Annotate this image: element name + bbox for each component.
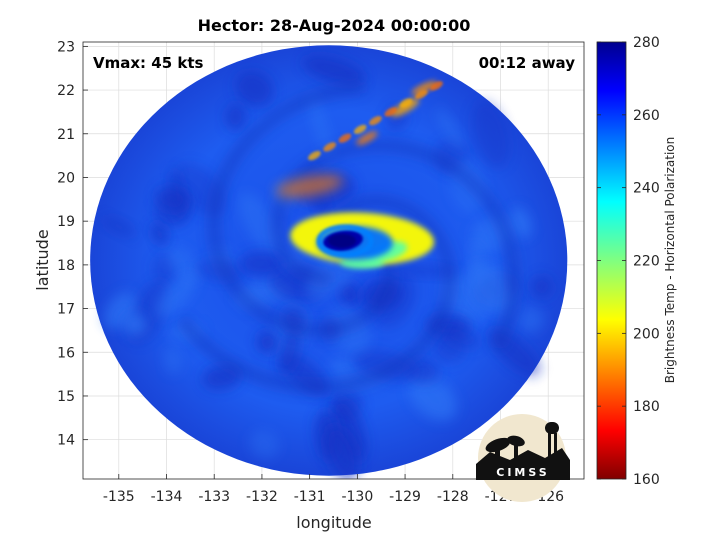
colorbar-tick-label: 260 [633, 108, 660, 124]
y-tick-label: 21 [57, 127, 75, 143]
swath-texture-blob [324, 425, 359, 479]
time-offset-annotation: 00:12 away [479, 54, 576, 72]
x-tick-label: -131 [294, 489, 326, 505]
swath-texture-blob [151, 222, 169, 246]
swath-texture-blob [163, 346, 183, 374]
vmax-annotation: Vmax: 45 kts [93, 54, 203, 72]
north-streak-cell [353, 124, 367, 135]
y-tick-label: 19 [57, 214, 75, 230]
x-tick-label: -133 [198, 489, 230, 505]
y-tick-label: 16 [57, 345, 75, 361]
swath-texture-blob [517, 307, 545, 333]
north-streak-cell [308, 150, 321, 161]
swath-texture-blob [338, 281, 361, 307]
colorbar-tick-label: 240 [633, 181, 660, 197]
swath-texture-blob [155, 185, 188, 212]
swath-texture [101, 55, 553, 479]
swath-texture-blob [509, 207, 532, 239]
swath-texture-blob [235, 70, 274, 107]
feature-north-cloud-band-3 [356, 131, 378, 146]
swath-texture-blob [329, 359, 358, 376]
brightness-temperature-swath [90, 45, 568, 479]
swath-texture-blob [278, 327, 301, 376]
swath-texture-blob [101, 216, 137, 238]
y-tick-label: 15 [57, 389, 75, 405]
swath-texture-blob [471, 101, 510, 169]
swath-texture-blob [302, 55, 366, 85]
swath-texture-blob [249, 429, 280, 459]
x-tick-label: -128 [437, 489, 469, 505]
swath-texture-blob [468, 262, 514, 314]
colorbar-tick-label: 220 [633, 254, 660, 270]
colorbar-tick-label: 200 [633, 326, 660, 342]
swath-texture-blob [443, 325, 481, 350]
feature-north-cloud-band [390, 98, 420, 117]
y-tick-label: 14 [57, 433, 75, 449]
swath-texture-blob [308, 94, 333, 159]
storm-features [276, 80, 443, 269]
x-axis: -135 -134 -133 -132 -131 -130 -129 -128 -127 -126 [103, 474, 564, 505]
y-tick-label: 22 [57, 83, 75, 99]
swath-texture-blob [256, 330, 279, 354]
swath-texture-blob [238, 192, 282, 255]
chart-title: Hector: 28-Aug-2024 00:00:00 [198, 16, 471, 35]
colorbar-label: Brightness Temp - Horizontal Polarizatio… [663, 137, 677, 384]
eyewall-rim [316, 224, 374, 258]
north-streak-cell [399, 98, 413, 108]
north-streak-cell [415, 89, 428, 100]
colorbar-tick-label: 180 [633, 399, 660, 415]
spiral-band [176, 195, 456, 394]
swath-texture-blob [530, 275, 553, 299]
feature-north-cloud-band-2 [411, 80, 437, 95]
swath-texture-blob [166, 245, 201, 283]
colorbar [596, 41, 627, 480]
colorbar-tick-label: 160 [633, 472, 660, 488]
north-streak-cell [430, 81, 443, 91]
swath-texture-blob [436, 107, 465, 150]
colorbar-ticks: 160 180 200 220 240 260 280 [597, 35, 660, 488]
x-tick-label: -129 [389, 489, 421, 505]
y-tick-label: 20 [57, 170, 75, 186]
swath-texture-blob [409, 375, 457, 421]
north-streak-cell [384, 107, 398, 117]
y-axis: 14 15 16 17 18 19 20 21 22 23 [57, 39, 88, 449]
y-tick-label: 23 [57, 39, 75, 55]
x-tick-label: -135 [103, 489, 135, 505]
cimss-logo-text: CIMSS [496, 466, 549, 479]
spiral-band [270, 139, 520, 350]
x-tick-label: -130 [341, 489, 373, 505]
spiral-band [207, 81, 396, 337]
axes-frame [82, 41, 585, 480]
north-streak-cell [323, 142, 336, 152]
swath-texture-blob [124, 313, 147, 336]
x-tick-label: -134 [151, 489, 183, 505]
north-streak-cell [338, 133, 352, 143]
x-tick-label: -132 [246, 489, 278, 505]
swath-texture-blob [239, 251, 285, 277]
y-tick-label: 18 [57, 258, 75, 274]
eyewall-center [328, 233, 357, 248]
y-axis-label: latitude [33, 229, 52, 290]
swath-texture-blob [225, 103, 247, 131]
swath-texture-blob [155, 274, 197, 318]
swath-texture-blob [386, 263, 458, 277]
y-tick-label: 17 [57, 302, 75, 318]
x-axis-label: longitude [296, 513, 371, 532]
cimss-logo: CIMSS [476, 414, 570, 502]
colorbar-tick-label: 280 [633, 35, 660, 51]
feature-west-cold-patch [276, 174, 344, 198]
north-streak-cell [369, 116, 382, 126]
swath-texture-blob [331, 397, 367, 462]
swath-texture-blob [202, 364, 242, 390]
